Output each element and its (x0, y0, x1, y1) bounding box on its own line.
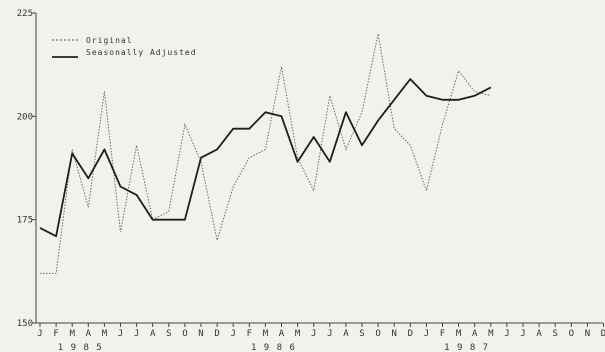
x-tick-label: J (230, 329, 235, 339)
x-tick-label: N (198, 329, 203, 339)
x-tick-label: J (118, 329, 123, 339)
y-tick-label: 150 (17, 319, 33, 329)
y-tick-label: 200 (17, 112, 33, 122)
x-tick-label: O (182, 329, 187, 339)
x-tick-label: D (214, 329, 219, 339)
y-tick-label: 175 (17, 216, 33, 226)
x-tick-label: M (69, 329, 75, 339)
year-label: 1 9 8 6 (251, 343, 296, 352)
legend: Original Seasonally Adjusted (52, 36, 197, 58)
x-tick-label: N (391, 329, 396, 339)
x-tick-label: F (247, 329, 252, 339)
x-tick-label: S (359, 329, 364, 339)
x-tick-label: F (53, 329, 58, 339)
x-tick-label: N (585, 329, 590, 339)
x-tick-label: S (166, 329, 171, 339)
x-tick-label: J (134, 329, 139, 339)
x-tick-label: M (295, 329, 301, 339)
series-line-seasonally-adjusted (39, 78, 492, 238)
x-tick-label: O (375, 329, 380, 339)
x-tick-label: A (279, 329, 285, 339)
series-layer (39, 33, 492, 274)
year-label: 1 9 8 7 (444, 343, 489, 352)
x-tick-label: J (311, 329, 316, 339)
x-tick-label: M (456, 329, 462, 339)
x-tick-label: A (472, 329, 478, 339)
x-tick-label: J (327, 329, 332, 339)
legend-label-original: Original (86, 36, 133, 45)
x-tick-label: J (424, 329, 429, 339)
x-tick-label: A (86, 329, 92, 339)
x-tick-label: J (504, 329, 509, 339)
series-line-original (40, 33, 491, 274)
x-tick-label: J (520, 329, 525, 339)
x-tick-label: M (102, 329, 108, 339)
x-tick-label: J (37, 329, 42, 339)
y-tick-label: 225 (17, 9, 33, 19)
x-tick-label: M (488, 329, 494, 339)
x-tick-label: D (601, 329, 605, 339)
x-tick-label: M (263, 329, 269, 339)
x-tick-label: O (569, 329, 574, 339)
x-tick-label: A (343, 329, 349, 339)
x-ticks: J F M A M J J A S O N D J F M A M J J A S O N D J F M A M J J A S O N D1 9 … (37, 323, 605, 352)
x-tick-label: A (536, 329, 542, 339)
y-ticks: 150 175 200 225 (17, 9, 36, 329)
x-tick-label: D (408, 329, 413, 339)
x-tick-label: F (440, 329, 445, 339)
axes (35, 13, 603, 324)
legend-label-seasonally-adjusted: Seasonally Adjusted (86, 48, 197, 57)
x-tick-label: S (552, 329, 557, 339)
x-tick-label: A (150, 329, 156, 339)
year-label: 1 9 8 5 (58, 343, 103, 352)
